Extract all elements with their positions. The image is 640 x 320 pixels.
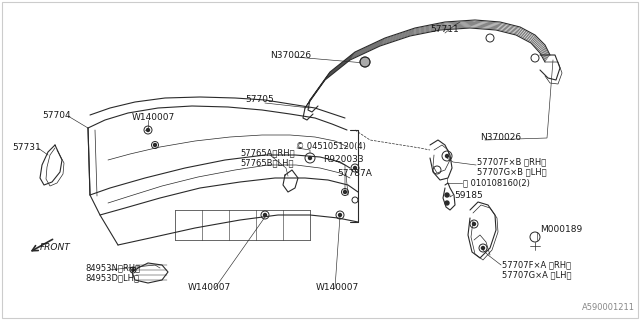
Circle shape	[445, 155, 449, 157]
Circle shape	[339, 213, 342, 217]
Text: W140007: W140007	[132, 114, 175, 123]
Circle shape	[344, 190, 346, 194]
Circle shape	[132, 269, 134, 271]
Circle shape	[308, 156, 312, 159]
Circle shape	[360, 57, 370, 67]
Text: 57707G×B 〈LH〉: 57707G×B 〈LH〉	[477, 167, 547, 177]
Text: W140007: W140007	[316, 284, 359, 292]
Text: Ⓑ 010108160(2): Ⓑ 010108160(2)	[463, 179, 530, 188]
Text: 57765A〈RH〉: 57765A〈RH〉	[240, 148, 294, 157]
Circle shape	[445, 201, 449, 205]
Text: A590001211: A590001211	[582, 303, 635, 312]
Text: 57711: 57711	[430, 26, 459, 35]
Text: N370026: N370026	[270, 51, 311, 60]
Text: © 045105120(4): © 045105120(4)	[296, 142, 366, 151]
Text: 84953N〈RH〉: 84953N〈RH〉	[85, 263, 140, 273]
Text: 57787A: 57787A	[337, 169, 372, 178]
Circle shape	[472, 222, 476, 226]
Text: 57731: 57731	[12, 143, 41, 153]
Text: 59185: 59185	[454, 190, 483, 199]
Circle shape	[353, 166, 356, 170]
Text: W140007: W140007	[188, 284, 231, 292]
Text: 57704: 57704	[42, 111, 70, 121]
Text: 57707G×A 〈LH〉: 57707G×A 〈LH〉	[502, 270, 572, 279]
Text: 84953D〈LH〉: 84953D〈LH〉	[85, 274, 139, 283]
Text: R920033: R920033	[323, 156, 364, 164]
Circle shape	[481, 246, 484, 250]
Text: 57707F×B 〈RH〉: 57707F×B 〈RH〉	[477, 157, 547, 166]
Text: N370026: N370026	[480, 132, 521, 141]
Text: M000189: M000189	[540, 226, 582, 235]
Circle shape	[264, 213, 266, 217]
Text: 57705: 57705	[245, 95, 274, 105]
Text: 57707F×A 〈RH〉: 57707F×A 〈RH〉	[502, 260, 571, 269]
Text: FRONT: FRONT	[40, 243, 71, 252]
Circle shape	[154, 143, 157, 147]
Text: 57765B〈LH〉: 57765B〈LH〉	[240, 158, 294, 167]
Circle shape	[147, 129, 150, 132]
Circle shape	[445, 193, 449, 197]
